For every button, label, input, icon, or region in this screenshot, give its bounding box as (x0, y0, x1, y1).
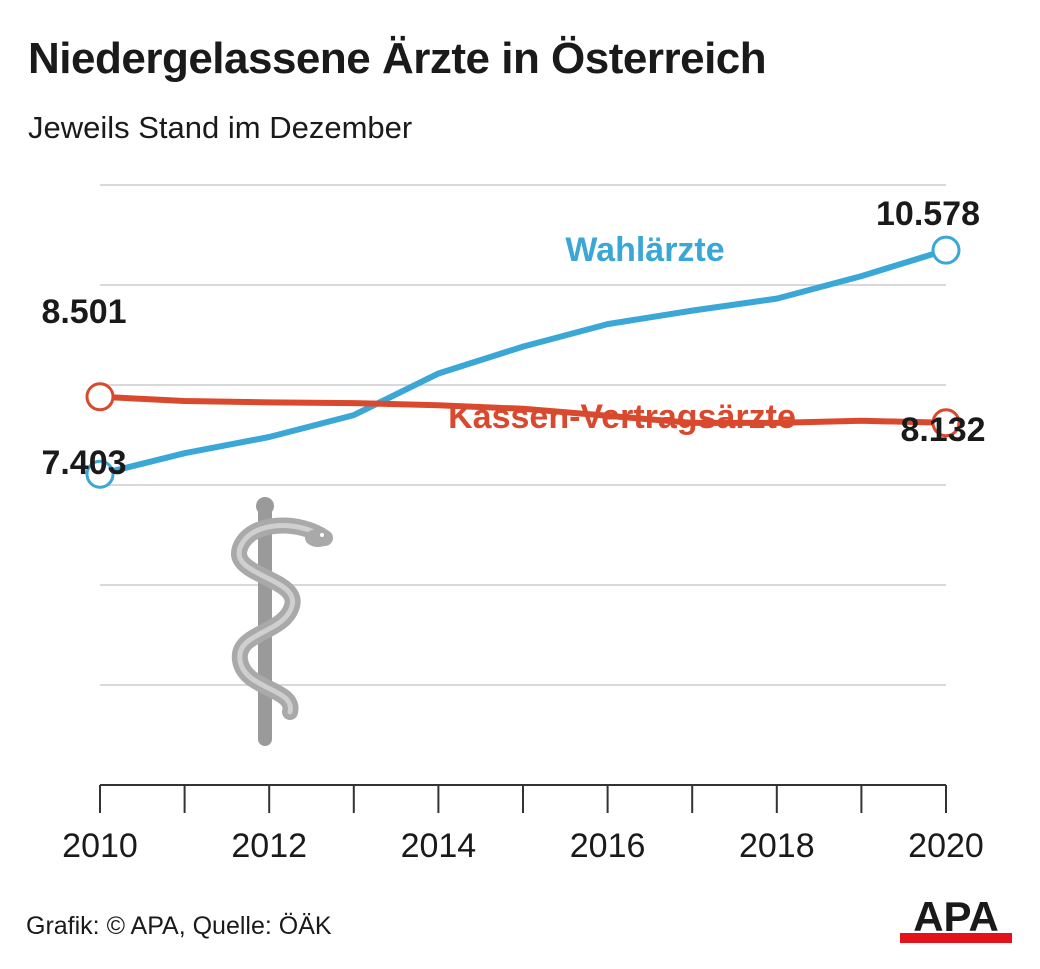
series-name-label: Wahlärzte (565, 231, 724, 269)
x-tick-label: 2010 (62, 827, 138, 865)
data-label: 8.132 (900, 411, 985, 449)
series-endpoint-marker (85, 382, 115, 412)
chart-title: Niedergelassene Ärzte in Österreich (28, 34, 767, 83)
rod-of-asclepius-icon (231, 497, 333, 746)
x-tick-label: 2020 (908, 827, 984, 865)
x-tick-label: 2014 (401, 827, 477, 865)
source-credit: Grafik: © APA, Quelle: ÖÄK (26, 912, 332, 940)
x-tick-label: 2018 (739, 827, 815, 865)
x-axis: 2010 2012 2014 2016 2018 2020 (62, 784, 984, 865)
x-tick-label: 2012 (231, 827, 307, 865)
chart-labels: Wahlärzte Kassen-Vertragsärzte 8.501 7.403 1… (41, 195, 985, 482)
grid-lines (100, 184, 946, 686)
data-label: 10.578 (876, 195, 980, 233)
series-lines (85, 235, 961, 489)
series-endpoint-marker (931, 408, 961, 438)
series-endpoint-marker (85, 459, 115, 489)
x-tick-label: 2016 (570, 827, 646, 865)
data-label: 7.403 (41, 444, 126, 482)
series-line (97, 247, 949, 478)
series-endpoint-marker (931, 235, 961, 265)
apa-logo-text: APA (913, 893, 999, 940)
apa-logo-icon: APA (900, 893, 1012, 943)
series-name-label: Kassen-Vertragsärzte (448, 398, 796, 436)
series-line (97, 393, 949, 426)
chart-subtitle: Jeweils Stand im Dezember (28, 110, 413, 145)
data-label: 8.501 (41, 293, 126, 331)
